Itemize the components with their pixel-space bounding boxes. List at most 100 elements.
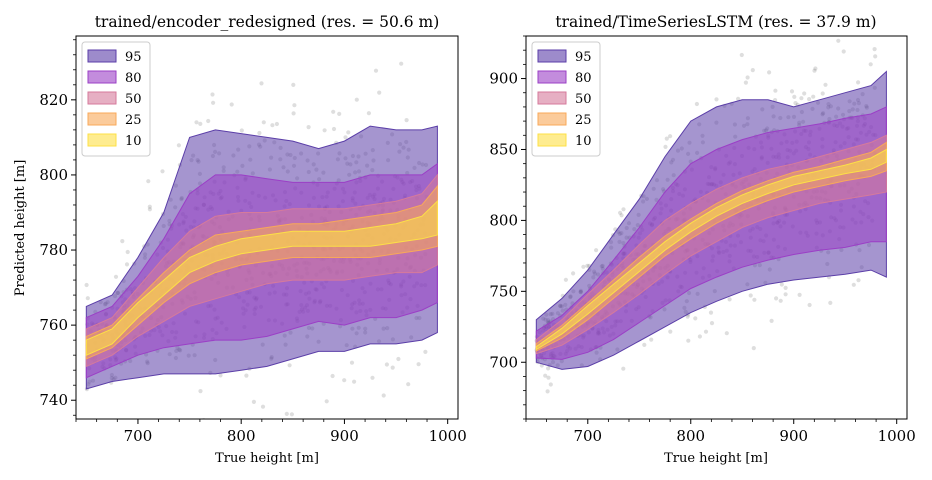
- left-scatter-point: [292, 103, 297, 108]
- right-scatter-point: [727, 297, 732, 302]
- right-legend-swatch-50: [537, 91, 567, 105]
- right-scatter-point: [724, 331, 729, 336]
- right-scatter-point: [769, 318, 774, 323]
- right-band-10: [535, 148, 887, 351]
- left-scatter-point: [206, 118, 211, 124]
- left-scatter-point: [399, 61, 404, 66]
- right-x-axis-label: True height [m]: [664, 451, 768, 466]
- right-scatter-point: [668, 329, 673, 334]
- right-scatter-point: [856, 80, 861, 85]
- left-scatter-point: [331, 126, 337, 132]
- right-scatter-point: [697, 334, 703, 339]
- left-scatter-point: [291, 111, 296, 116]
- right-scatter-point: [751, 346, 756, 351]
- left-scatter-point: [306, 125, 311, 130]
- left-scatter-point: [124, 262, 130, 267]
- left-scatter-point: [366, 111, 371, 116]
- left-scatter-point: [210, 92, 215, 97]
- left-scatter-point: [120, 239, 125, 244]
- left-legend-label-50: 50: [125, 92, 142, 107]
- right-x-tick-label: 900: [779, 427, 808, 445]
- left-x-tick-label: 900: [330, 427, 359, 445]
- right-scatter-point: [823, 82, 828, 87]
- left-legend-label-25: 25: [125, 113, 142, 128]
- left-legend-swatch-10: [87, 133, 117, 147]
- right-legend-label-25: 25: [575, 113, 592, 128]
- right-scatter-point: [774, 296, 779, 301]
- right-scatter-point: [807, 302, 812, 308]
- right-scatter-point: [828, 300, 833, 305]
- left-scatter-point: [322, 128, 327, 133]
- right-legend: 95 80 50 25 10: [531, 41, 601, 157]
- right-scatter-point: [736, 96, 741, 101]
- left-scatter-point: [381, 393, 386, 398]
- left-scatter-point: [194, 120, 199, 125]
- right-legend-swatch-95: [537, 49, 567, 63]
- left-scatter-point: [349, 360, 355, 365]
- left-scatter-point: [377, 90, 382, 95]
- left-legend-label-95: 95: [125, 50, 142, 65]
- right-scatter-point: [543, 373, 548, 378]
- right-scatter-point: [813, 66, 818, 71]
- left-scatter-point: [198, 389, 203, 394]
- right-scatter-point: [767, 70, 772, 75]
- left-scatter-point: [342, 378, 347, 383]
- left-scatter-point: [352, 379, 357, 384]
- right-scatter-point: [799, 96, 804, 101]
- right-scatter-point: [621, 207, 626, 212]
- left-scatter-point: [125, 249, 130, 255]
- left-scatter-point: [373, 68, 379, 73]
- right-legend-label-80: 80: [575, 71, 592, 86]
- right-scatter-point: [714, 97, 719, 102]
- right-scatter-point: [792, 94, 797, 99]
- left-band-25: [85, 184, 438, 360]
- left-plot-frame: [75, 35, 459, 420]
- right-y-tick-label: 850: [489, 140, 518, 158]
- right-scatter-point: [619, 213, 624, 218]
- right-scatter-point: [546, 366, 551, 371]
- right-scatter-point: [836, 38, 841, 43]
- right-scatter-point: [694, 101, 700, 107]
- left-scatter-point: [257, 130, 262, 136]
- right-scatter-point: [618, 210, 623, 215]
- right-scatter-point: [797, 292, 802, 297]
- right-legend-label-95: 95: [575, 50, 592, 65]
- right-scatter-point: [773, 88, 778, 93]
- right-scatter-point: [642, 342, 647, 347]
- left-y-tick-label: 820: [39, 91, 68, 109]
- left-scatter-point: [284, 411, 289, 416]
- right-scatter-point: [708, 310, 714, 315]
- left-legend-label-80: 80: [125, 71, 142, 86]
- left-legend-swatch-95: [87, 49, 117, 63]
- right-legend-swatch-25: [537, 112, 567, 126]
- right-scatter-point: [709, 321, 715, 326]
- left-y-axis: 740 760 780 800 820: [39, 39, 76, 416]
- left-scatter-point: [390, 365, 395, 370]
- right-scatter-point: [868, 62, 873, 67]
- right-legend-swatch-80: [537, 70, 567, 84]
- right-scatter-point: [545, 389, 550, 394]
- left-scatter-point: [343, 135, 348, 140]
- right-scatter-point: [851, 282, 856, 287]
- right-scatter-point: [664, 136, 669, 141]
- left-quantile-bands: [85, 125, 438, 390]
- right-scatter-point: [750, 68, 755, 73]
- left-scatter-point: [160, 169, 165, 174]
- right-scatter-point: [778, 298, 783, 303]
- left-scatter-point: [324, 399, 329, 404]
- left-scatter-point: [354, 97, 359, 102]
- left-y-tick-label: 800: [39, 166, 68, 184]
- left-x-axis: 700 800 900 1000: [75, 419, 467, 445]
- right-scatter-point: [820, 91, 825, 96]
- left-y-tick-label: 740: [39, 391, 68, 409]
- right-scatter-point: [739, 52, 744, 58]
- left-scatter-point: [147, 207, 152, 212]
- right-scatter-point: [571, 271, 576, 276]
- left-scatter-point: [84, 282, 89, 288]
- right-scatter-point: [585, 263, 590, 268]
- left-scatter-point: [147, 204, 152, 209]
- left-scatter-point: [404, 118, 409, 123]
- right-quantile-bands: [535, 70, 887, 370]
- right-scatter-point: [872, 47, 877, 52]
